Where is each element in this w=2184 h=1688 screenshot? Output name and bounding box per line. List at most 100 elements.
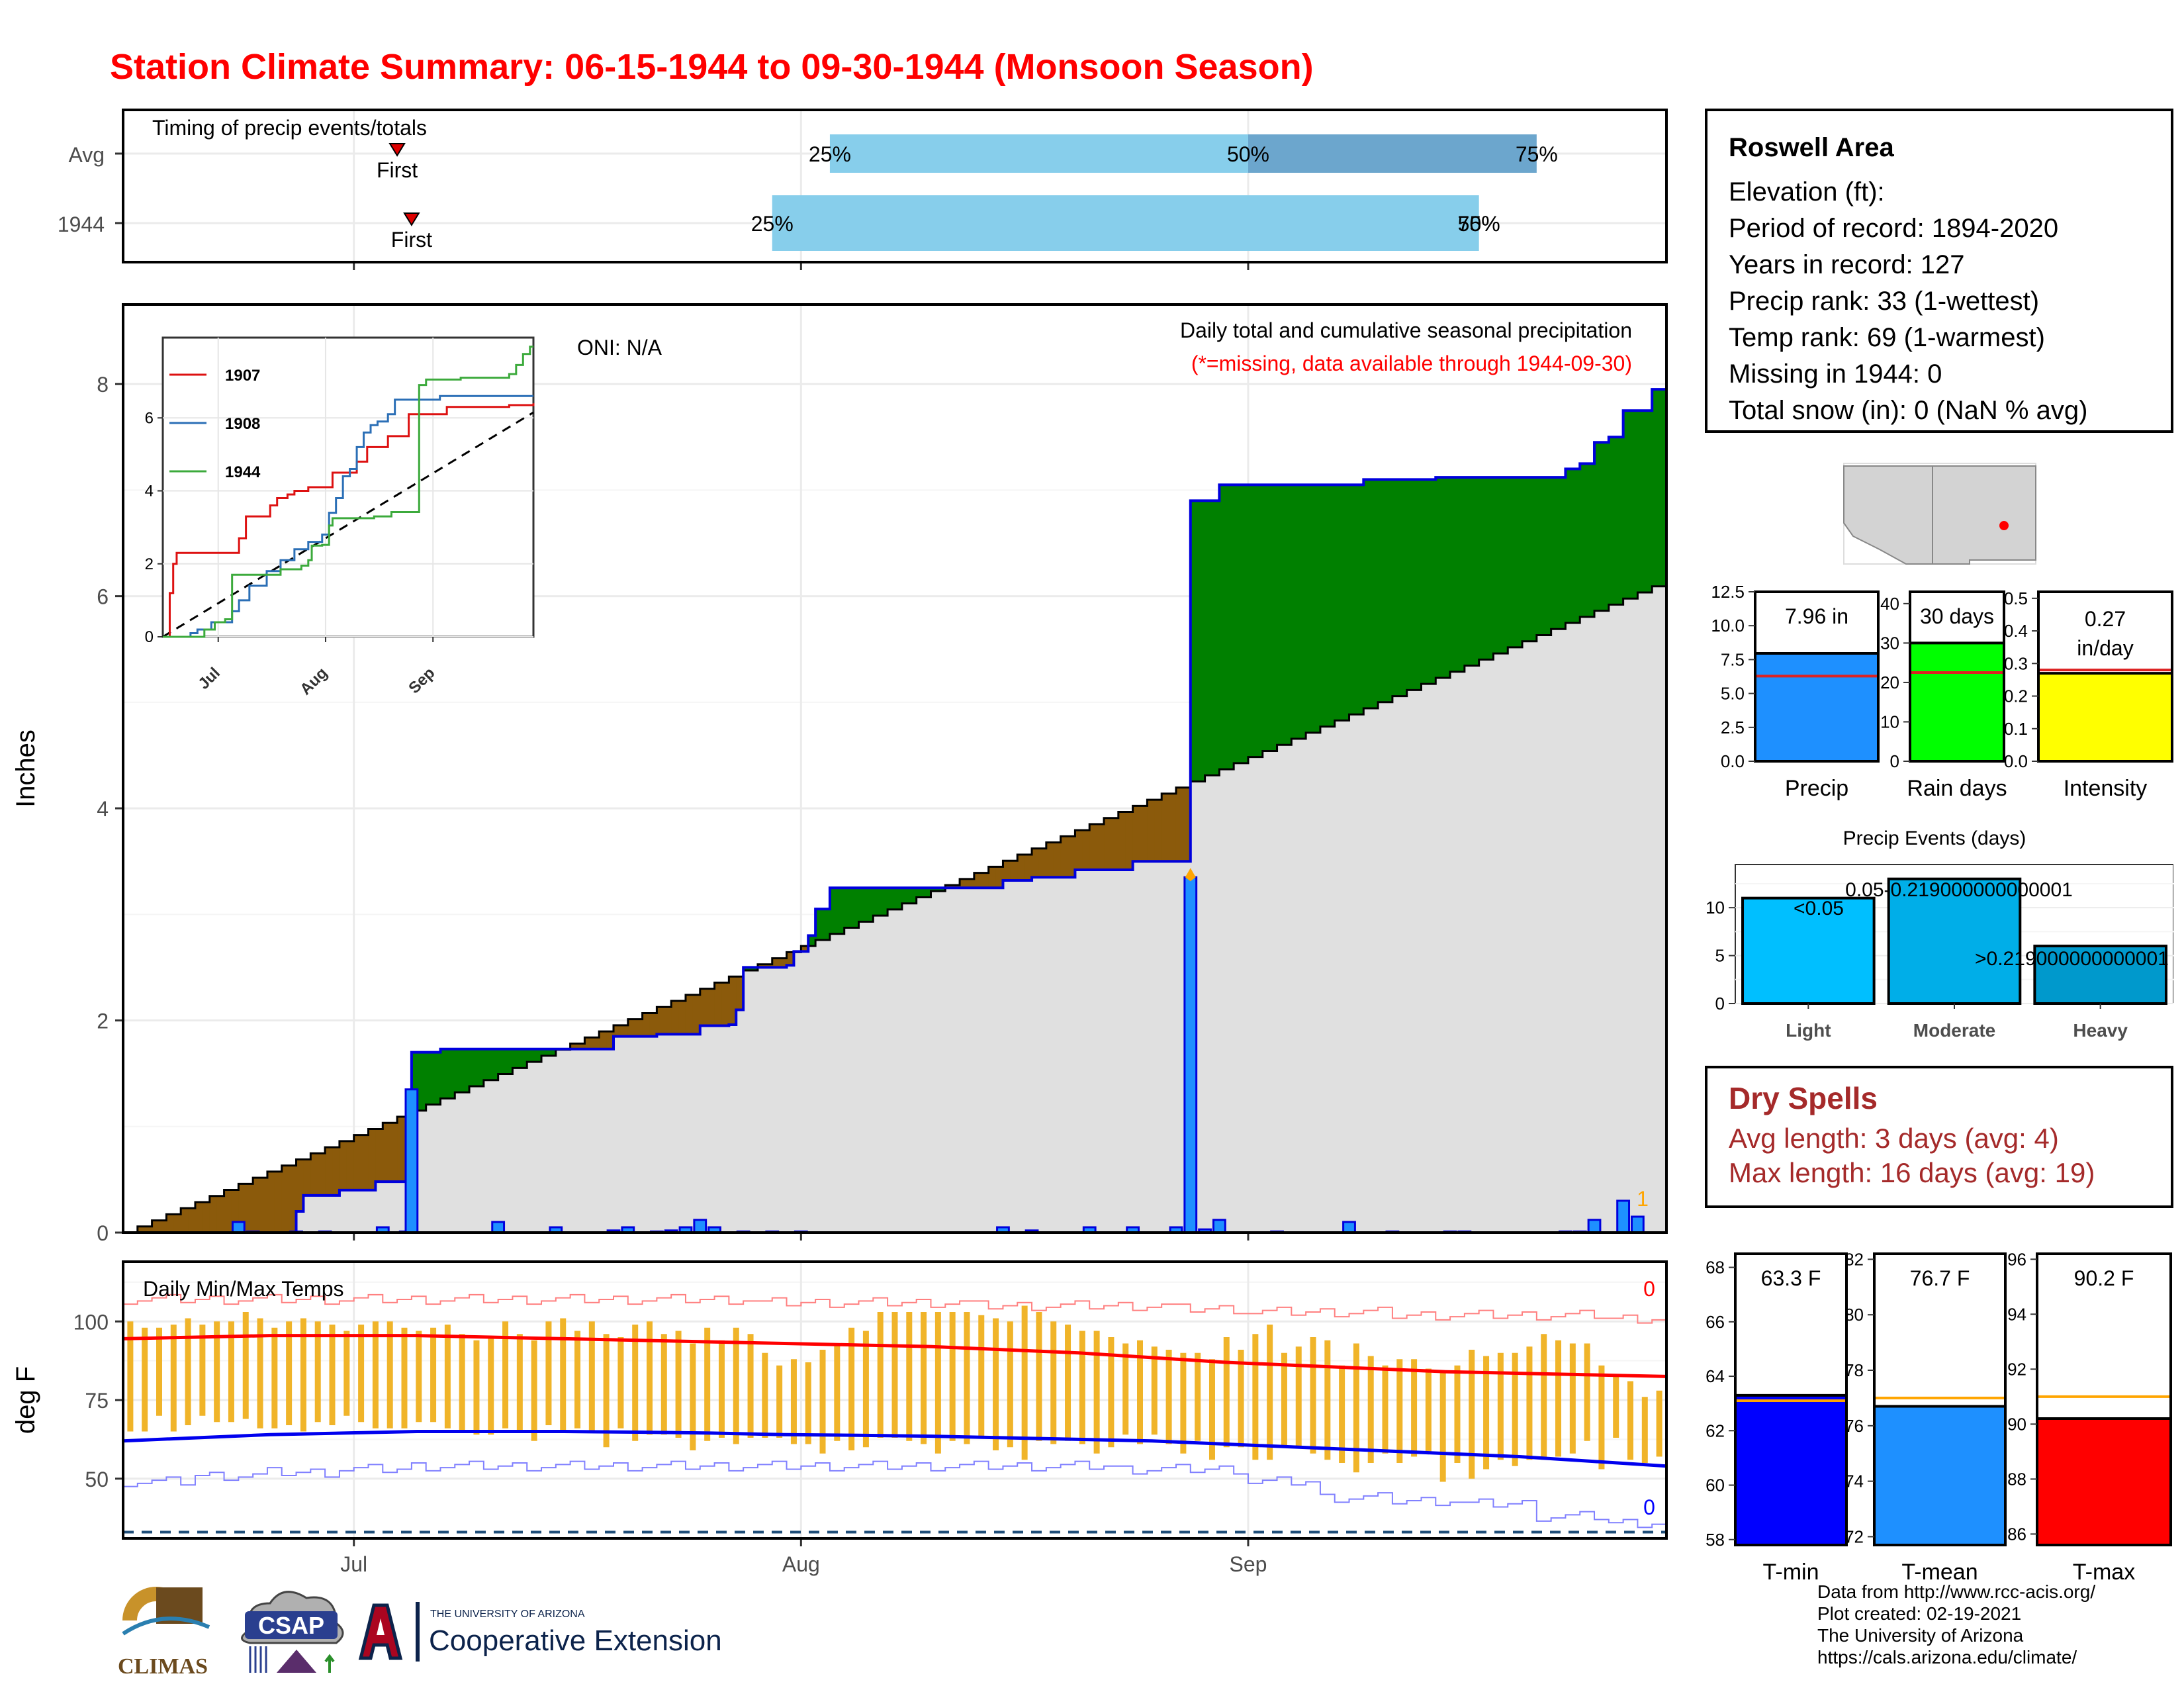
precip-departure-fill xyxy=(426,1052,434,1105)
temps-daily-bar xyxy=(459,1334,465,1432)
precip-departure-fill xyxy=(505,1049,514,1074)
temps-daily-bar xyxy=(1627,1381,1634,1460)
inset-series-1944 xyxy=(163,346,533,638)
temps-daily-bar xyxy=(675,1331,682,1438)
temps-daily-bar xyxy=(949,1312,956,1441)
temps-daily-bar xyxy=(488,1337,494,1435)
tmeans-tmin-y-tick-label: 62 xyxy=(1706,1421,1725,1440)
temps-daily-bar xyxy=(329,1325,336,1425)
totals-raindays-x-label: Rain days xyxy=(1907,776,2007,801)
totals-raindays-y-tick-label: 30 xyxy=(1880,633,1899,653)
inset-avg-line xyxy=(162,411,534,638)
precip-departure-fill xyxy=(483,1049,492,1080)
temps-daily-bar xyxy=(1569,1343,1576,1454)
tmeans-tmin-y-tick-label: 58 xyxy=(1706,1530,1725,1550)
station-snow: Total snow (in): 0 (NaN % avg) xyxy=(1729,396,2088,425)
temps-daily-bar xyxy=(1021,1305,1028,1460)
footer-credits: Data from http://www.rcc-acis.org/ Plot … xyxy=(1817,1581,2095,1668)
temps-daily-bar xyxy=(588,1321,595,1432)
temps-daily-bar xyxy=(1050,1321,1057,1444)
precip-deficit-fill xyxy=(599,1031,607,1049)
temps-daily-bar xyxy=(516,1334,523,1432)
precip-deficit-fill xyxy=(137,1226,146,1233)
precip-departure-fill xyxy=(1262,485,1271,751)
precip-deficit-fill xyxy=(1068,836,1076,878)
precip-deficit-fill xyxy=(1046,842,1054,878)
tmeans-tmean-x-label: T-mean xyxy=(1901,1560,1978,1585)
totals-precip-y-tick-label: 10.0 xyxy=(1711,616,1745,635)
precip-deficit-fill xyxy=(966,878,975,888)
precip-departure-fill xyxy=(1522,477,1530,641)
precip-departure-fill xyxy=(1392,479,1400,696)
precip-deficit-fill xyxy=(224,1190,232,1233)
temps-daily-bar xyxy=(1411,1359,1418,1457)
precip-departure-fill xyxy=(1399,479,1408,696)
events-y-tick-label: 10 xyxy=(1706,898,1725,917)
precip-departure-fill xyxy=(1219,485,1227,770)
precip-deficit-fill xyxy=(786,952,795,966)
tmeans-tmax-value-label: 90.2 F xyxy=(2074,1266,2134,1290)
temps-daily-bar xyxy=(271,1327,278,1429)
inset-legend-label: 1907 xyxy=(225,367,260,385)
precip-max-marker xyxy=(1185,868,1196,882)
precip-deficit-fill xyxy=(267,1171,275,1233)
precip-departure-fill xyxy=(887,888,895,910)
precip-departure-fill xyxy=(548,1049,557,1056)
temps-daily-bar xyxy=(603,1334,610,1448)
precip-deficit-fill xyxy=(1089,823,1097,870)
precip-departure-fill xyxy=(751,967,758,970)
temps-daily-bar xyxy=(632,1325,639,1441)
precip-deficit-fill xyxy=(764,964,773,968)
precip-y-tick-label: 8 xyxy=(97,373,109,397)
precip-departure-fill xyxy=(1234,485,1242,763)
precip-departure-fill xyxy=(1479,477,1487,660)
precip-departure-fill xyxy=(1637,410,1645,593)
precip-departure-fill xyxy=(858,888,867,922)
precip-deficit-fill xyxy=(188,1208,196,1233)
temps-daily-bar xyxy=(993,1318,999,1450)
tmeans-tmax-y-tick-label: 92 xyxy=(2007,1359,2026,1379)
precip-departure-fill xyxy=(844,888,852,928)
totals-precip-y-tick-label: 0.0 xyxy=(1721,751,1745,771)
totals-precip-border xyxy=(1754,590,1880,763)
precip-departure-fill xyxy=(541,1049,549,1056)
tmeans-tmean-y-tick-label: 76 xyxy=(1844,1416,1864,1436)
station-name: Roswell Area xyxy=(1729,133,1894,162)
precip-departure-fill xyxy=(1356,485,1364,715)
precip-deficit-fill xyxy=(310,1153,318,1196)
precip-departure-fill xyxy=(909,888,917,904)
totals-raindays-bar xyxy=(1910,643,2004,761)
tmeans-tmin-y-tick-label: 60 xyxy=(1706,1476,1725,1495)
precip-departure-fill xyxy=(1659,389,1667,586)
temps-y-tick-label: 100 xyxy=(73,1310,109,1334)
precip-departure-fill xyxy=(534,1049,542,1062)
precip-avg-area xyxy=(123,580,1666,1233)
precip-deficit-fill xyxy=(671,1001,679,1035)
precip-departure-fill xyxy=(1435,477,1443,678)
precip-deficit-fill xyxy=(1010,861,1018,881)
precip-deficit-fill xyxy=(945,885,953,888)
precip-deficit-fill xyxy=(1060,836,1069,878)
precip-deficit-fill xyxy=(144,1226,153,1233)
temps-daily-bar xyxy=(1439,1372,1446,1482)
precip-deficit-fill xyxy=(664,1007,672,1035)
precip-deficit-fill xyxy=(1017,855,1025,881)
precip-deficit-fill xyxy=(390,1123,398,1182)
temps-daily-bar xyxy=(819,1350,826,1454)
temps-daily-bar xyxy=(286,1321,293,1425)
precip-deficit-fill xyxy=(584,1037,592,1049)
temps-daily-bar xyxy=(185,1318,191,1425)
temps-daily-bar xyxy=(718,1340,725,1438)
totals-raindays-value-label: 30 days xyxy=(1920,604,1994,628)
precip-departure-fill xyxy=(1594,442,1602,611)
temps-x-tick-label: Aug xyxy=(782,1552,820,1576)
precip-deficit-fill xyxy=(678,1001,686,1035)
precip-departure-fill xyxy=(433,1052,441,1105)
totals-precip-y-tick-label: 7.5 xyxy=(1721,649,1745,669)
precip-deficit-fill xyxy=(281,1165,290,1233)
precip-deficit-fill xyxy=(721,982,729,1026)
events-bar-moderate xyxy=(1887,877,2022,1005)
temps-panel: 50 75 100 Jul Aug Sep Daily Min/Max Temps 0 0 deg… xyxy=(11,1260,1668,1576)
ua-logo-divider xyxy=(416,1602,420,1662)
precip-deficit-fill xyxy=(757,964,766,968)
